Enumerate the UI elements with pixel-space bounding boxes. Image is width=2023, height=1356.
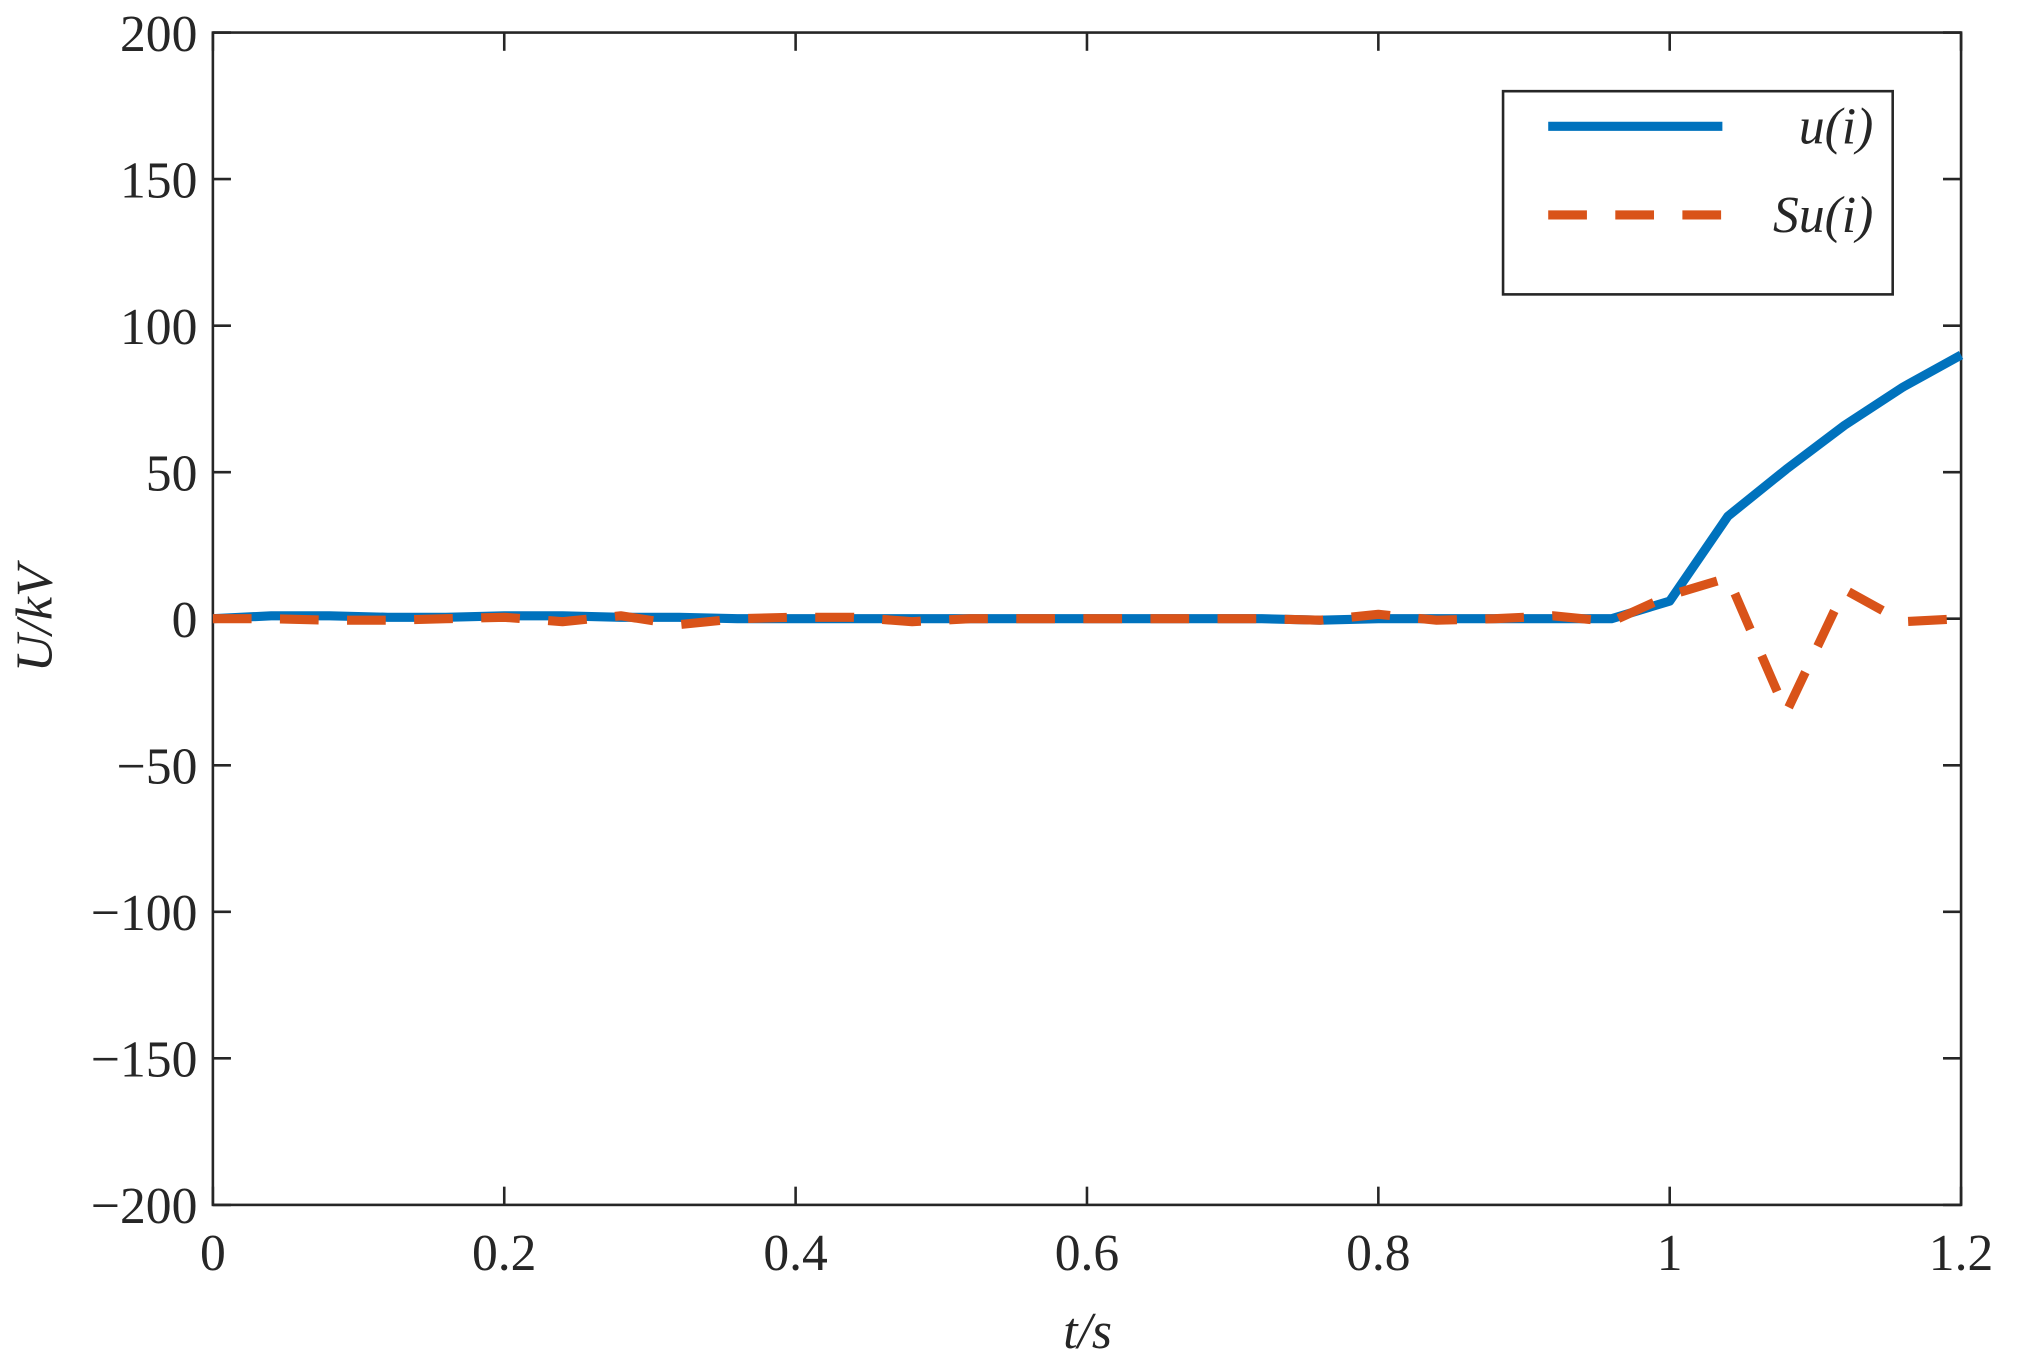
series-line (212, 350, 1964, 625)
x-tick-label: 1.2 (1929, 1225, 1994, 1282)
x-tick-label: 1 (1657, 1225, 1683, 1282)
y-tick-label: −100 (91, 885, 198, 942)
legend-label: Su(i) (1773, 187, 1873, 244)
x-axis-label: t/s (1063, 1303, 1112, 1356)
series-line (212, 573, 1962, 718)
y-axis-label: U/kV (7, 560, 64, 672)
y-tick-label: −200 (91, 1178, 198, 1235)
x-tick-label: 0.6 (1055, 1225, 1120, 1282)
y-tick-label: 200 (120, 6, 197, 63)
y-tick-label: 100 (120, 299, 197, 356)
x-tick-label: 0.2 (472, 1225, 537, 1282)
y-tick-label: −150 (91, 1031, 198, 1088)
y-tick-label: 150 (120, 152, 197, 209)
x-tick-label: 0.8 (1346, 1225, 1411, 1282)
y-tick-label: 0 (172, 592, 198, 649)
y-tick-label: −50 (117, 738, 198, 795)
legend-label: u(i) (1799, 98, 1874, 155)
x-tick-label: 0 (200, 1225, 226, 1282)
x-tick-label: 0.4 (763, 1225, 828, 1282)
y-tick-label: 50 (146, 445, 198, 502)
